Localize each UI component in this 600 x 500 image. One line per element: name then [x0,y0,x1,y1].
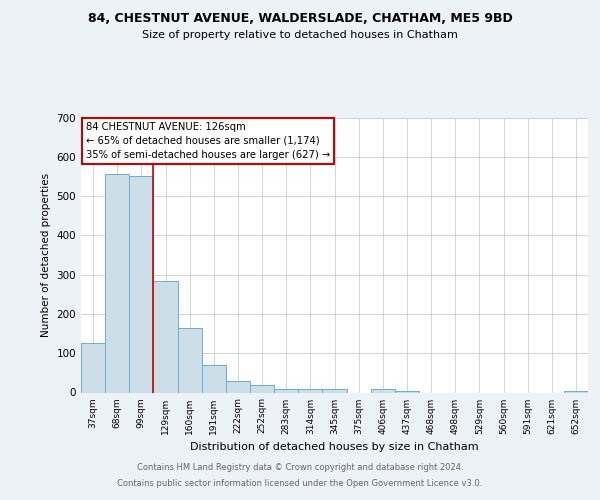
Bar [395,390,419,392]
Text: 84 CHESTNUT AVENUE: 126sqm
← 65% of detached houses are smaller (1,174)
35% of s: 84 CHESTNUT AVENUE: 126sqm ← 65% of deta… [86,122,331,160]
Text: Contains public sector information licensed under the Open Government Licence v3: Contains public sector information licen… [118,478,482,488]
Text: Contains HM Land Registry data © Crown copyright and database right 2024.: Contains HM Land Registry data © Crown c… [137,464,463,472]
Bar [178,328,202,392]
Bar [129,176,154,392]
Bar [226,380,250,392]
Bar [371,390,395,392]
Text: Size of property relative to detached houses in Chatham: Size of property relative to detached ho… [142,30,458,40]
Bar [202,365,226,392]
Bar [81,342,105,392]
Bar [564,390,588,392]
X-axis label: Distribution of detached houses by size in Chatham: Distribution of detached houses by size … [190,442,479,452]
Bar [274,388,298,392]
Y-axis label: Number of detached properties: Number of detached properties [41,173,51,337]
Bar [154,280,178,392]
Bar [105,174,129,392]
Text: 84, CHESTNUT AVENUE, WALDERSLADE, CHATHAM, ME5 9BD: 84, CHESTNUT AVENUE, WALDERSLADE, CHATHA… [88,12,512,26]
Bar [298,390,322,392]
Bar [322,390,347,392]
Bar [250,386,274,392]
